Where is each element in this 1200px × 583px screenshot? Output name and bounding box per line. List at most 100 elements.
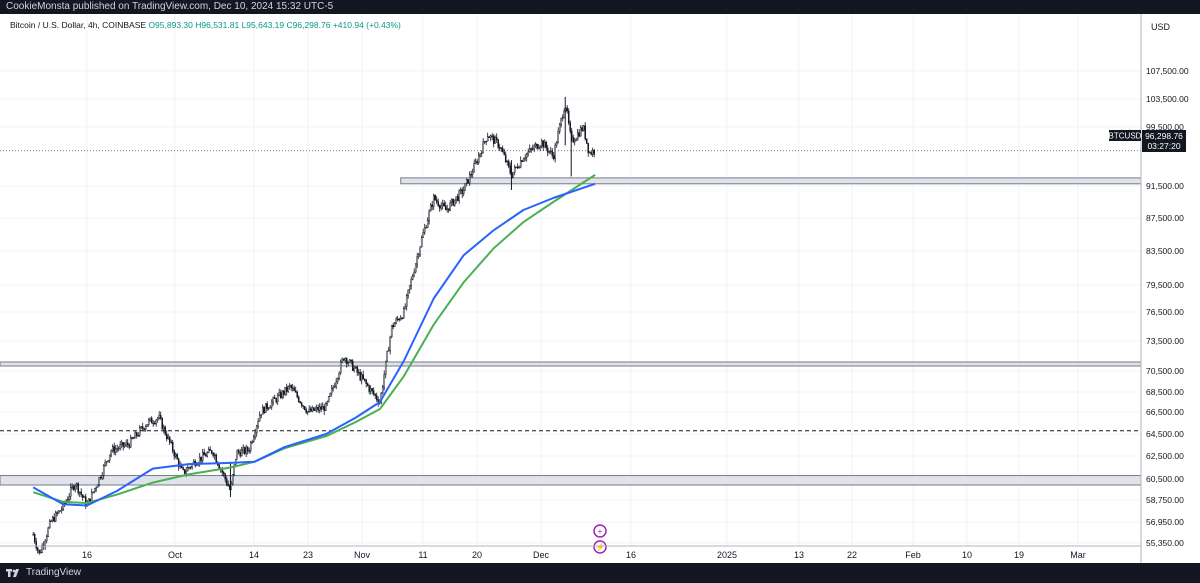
candle-body	[237, 450, 240, 453]
candle-body	[428, 210, 430, 221]
candle-body	[563, 110, 565, 119]
candle-body	[518, 166, 520, 169]
candle-body	[368, 385, 370, 392]
candle-body	[498, 147, 501, 149]
candle-body	[207, 448, 210, 453]
candle-body	[291, 387, 294, 389]
candle-body	[171, 442, 174, 452]
candle-body	[131, 437, 133, 439]
time-tick-label: Nov	[354, 550, 371, 560]
candle-body	[35, 541, 37, 549]
currency-label[interactable]: USD	[1151, 22, 1171, 32]
candle-body	[384, 360, 387, 375]
candle-body	[566, 107, 568, 112]
candle-body	[329, 392, 331, 397]
candle-body	[440, 205, 442, 209]
candle-body	[132, 437, 135, 440]
candle-body	[90, 491, 93, 503]
candle-body	[98, 477, 100, 486]
candle-body	[432, 195, 435, 207]
candle-body	[32, 534, 34, 536]
price-chart[interactable]: +⚡ 107,500.00103,500.0099,500.0091,500.0…	[0, 14, 1200, 563]
candle-body	[494, 137, 496, 144]
candle-body	[516, 166, 519, 169]
candle-body	[159, 414, 162, 419]
candle-body	[129, 437, 132, 448]
time-tick-label: Oct	[168, 550, 183, 560]
candle-body	[53, 516, 55, 522]
candle-body	[333, 385, 336, 388]
candle-body	[174, 454, 177, 457]
support-zone-3	[0, 475, 1142, 486]
candle-body	[525, 153, 528, 158]
candle-body	[395, 318, 397, 324]
candle-body	[50, 520, 52, 522]
candle-body	[348, 359, 351, 363]
candle-body	[362, 374, 364, 380]
candle-body	[344, 358, 346, 361]
candle-body	[539, 145, 541, 149]
time-tick-label: 20	[472, 550, 482, 560]
price-tag-price: 96,298.76	[1145, 131, 1183, 141]
candle-body	[422, 232, 424, 238]
candle-body	[569, 122, 571, 132]
candle-body	[177, 458, 180, 468]
candle-body	[542, 140, 544, 148]
candle-body	[444, 205, 447, 211]
event-marker-plus-icon[interactable]	[593, 524, 607, 538]
candle-body	[305, 409, 307, 413]
candle-body	[93, 488, 96, 493]
candle-body	[138, 427, 141, 436]
candle-body	[182, 467, 184, 470]
candle-body	[416, 256, 418, 265]
candle-body	[215, 454, 217, 463]
candle-body	[393, 322, 396, 327]
candle-body	[210, 450, 213, 454]
candle-body	[369, 388, 372, 392]
candle-body	[357, 371, 360, 374]
candle-body	[306, 410, 309, 413]
candle-body	[41, 545, 43, 553]
candle-body	[260, 414, 262, 416]
candle-body	[350, 359, 352, 362]
price-tick-label: 55,350.00	[1146, 538, 1184, 548]
candle-body	[269, 406, 271, 409]
time-tick-label: 2025	[717, 550, 737, 560]
candle-body	[108, 454, 111, 461]
candle-body	[317, 407, 319, 411]
candle-body	[125, 442, 127, 446]
candle-body	[263, 406, 265, 413]
candle-body	[123, 444, 126, 447]
candle-body	[339, 361, 342, 374]
candle-body	[381, 386, 384, 394]
candle-body	[117, 448, 120, 450]
last-price-tag[interactable]: BTCUSD 96,298.76 03:27:20	[1109, 130, 1186, 152]
candle-body	[113, 446, 115, 453]
chart-card[interactable]: + ⚡ 107,500.00 103,500.00 99,500.00 91,500.0…	[0, 14, 1200, 563]
candle-body	[44, 540, 46, 546]
candle-body	[336, 378, 339, 382]
candle-body	[464, 183, 466, 191]
candle-body	[116, 448, 118, 450]
event-marker-bolt-icon[interactable]	[593, 540, 607, 554]
candle-body	[396, 318, 399, 320]
candle-body	[456, 196, 459, 201]
candle-body	[218, 464, 220, 469]
candle-body	[480, 152, 483, 154]
ma-slow-line	[32, 174, 596, 505]
candle-body	[213, 454, 216, 456]
candle-body	[144, 426, 147, 430]
candle-body	[245, 447, 247, 454]
support-zones	[0, 177, 1142, 486]
price-tick-label: 103,500.00	[1146, 94, 1189, 104]
price-tag-symbol: BTCUSD	[1109, 132, 1142, 141]
candle-body	[530, 148, 532, 150]
candle-body	[324, 402, 327, 412]
price-tick-label: 58,750.00	[1146, 495, 1184, 505]
candle-body	[279, 392, 282, 398]
price-tick-label: 83,500.00	[1146, 246, 1184, 256]
time-tick-label: Feb	[905, 550, 921, 560]
candle-body	[92, 491, 94, 493]
legend-change: +410.94 (+0.43%)	[332, 20, 401, 30]
candle-body	[471, 171, 474, 175]
